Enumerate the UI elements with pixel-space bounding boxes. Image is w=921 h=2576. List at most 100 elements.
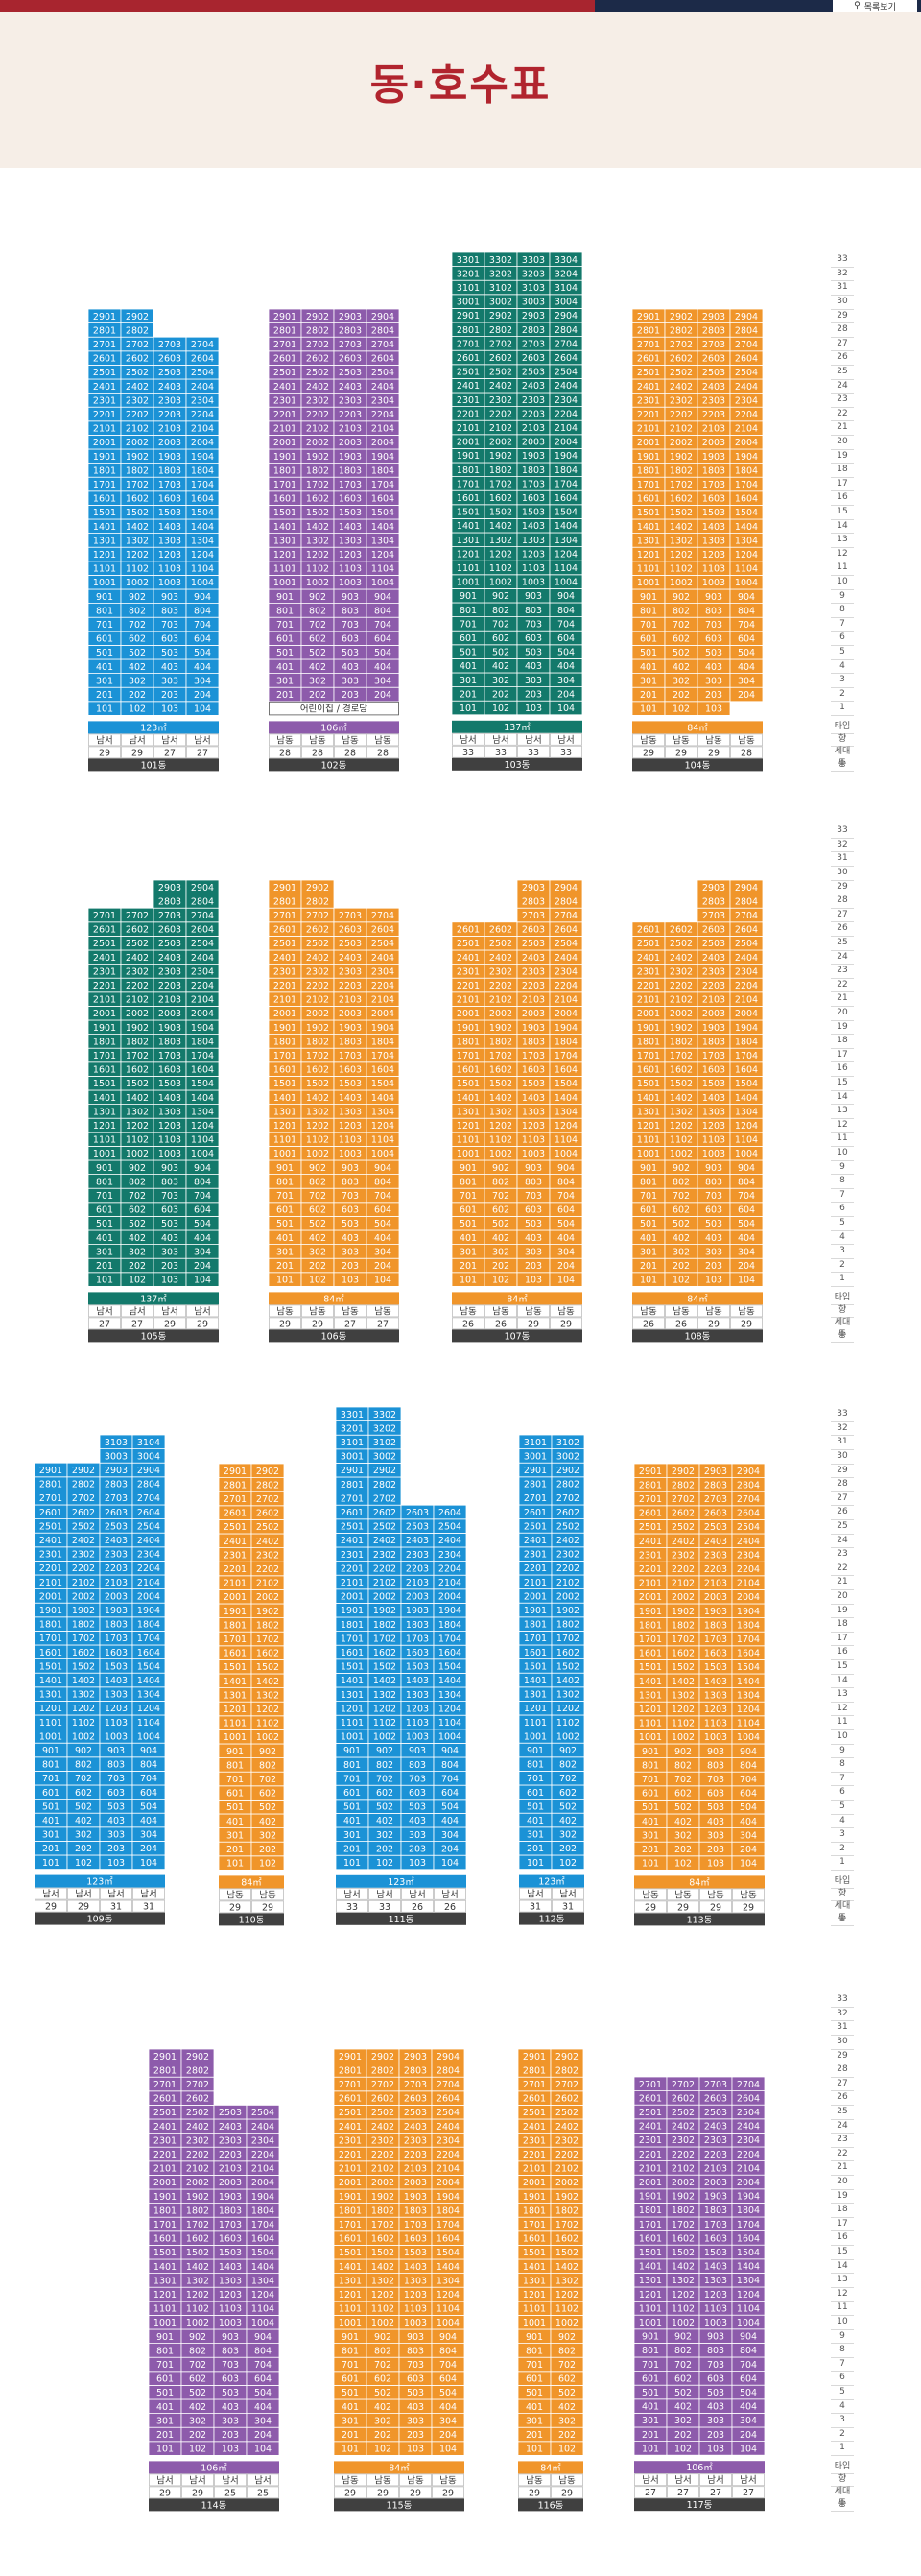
unit-number: 2602: [126, 924, 149, 935]
unit-number: 301: [342, 2416, 359, 2426]
unit-number: 702: [492, 620, 509, 631]
unit-number: 501: [526, 2388, 543, 2398]
floor-number: 28: [831, 322, 854, 338]
direction-value: 남서: [194, 1306, 210, 1317]
unit-number: 2901: [639, 1466, 662, 1476]
unit-number: 1703: [702, 480, 725, 490]
unit-number: 3004: [555, 298, 578, 308]
unit-number: 1003: [404, 2318, 427, 2328]
unit-number: 1104: [191, 1134, 214, 1145]
unit-number: 1604: [371, 1064, 394, 1075]
unit-number: 1901: [273, 1022, 296, 1033]
unit-number: 2501: [224, 1522, 247, 1533]
unit-number: 2203: [404, 2150, 427, 2160]
unit-cell: [549, 252, 582, 268]
unit-number: 901: [526, 2331, 543, 2342]
unit-number: 701: [42, 1775, 59, 1785]
floor-number: 13: [831, 1104, 854, 1119]
unit-type: 84㎡: [687, 723, 708, 733]
unit-number: 2002: [306, 1009, 329, 1019]
unit-number: 404: [738, 661, 755, 672]
direction-value: 남동: [342, 1306, 359, 1317]
unit-number: 802: [309, 1177, 326, 1187]
unit-number: 2402: [672, 1536, 695, 1546]
unit-number: 1503: [522, 508, 545, 518]
unit-number: 603: [705, 1205, 722, 1215]
unit-number: 1401: [273, 521, 296, 532]
unit-number: 2004: [737, 2178, 760, 2188]
direction-value: 남서: [129, 1306, 145, 1317]
unit-number: 2504: [555, 939, 578, 949]
unit-number: 2102: [672, 1578, 695, 1588]
unit-number: 1602: [371, 2233, 394, 2244]
unit-number: 2504: [737, 1522, 760, 1533]
household-count: 25: [224, 2488, 236, 2498]
floor-number: 33: [831, 252, 854, 268]
unit-number: 1002: [126, 1149, 149, 1159]
unit-number: 103: [409, 1858, 426, 1869]
unit-number: 2402: [126, 952, 149, 963]
unit-number: 1404: [555, 1092, 578, 1103]
unit-type: 106㎡: [686, 2463, 713, 2473]
unit-number: 3301: [457, 255, 480, 266]
unit-number: 2704: [437, 2080, 460, 2090]
unit-number: 1803: [404, 2206, 427, 2216]
unit-number: 1602: [489, 493, 512, 504]
type-bar: [88, 1291, 219, 1304]
unit-number: 503: [705, 648, 722, 658]
unit-number: 2503: [522, 368, 545, 378]
unit-number: 203: [525, 690, 542, 701]
unit-number: 2603: [702, 924, 725, 935]
floor-number: 28: [831, 894, 854, 909]
unit-number: 2002: [373, 1592, 396, 1603]
unit-number: 2604: [735, 924, 758, 935]
unit-number: 104: [740, 1858, 757, 1869]
unit-number: 503: [525, 1219, 542, 1229]
unit-number: 1502: [306, 508, 329, 518]
unit-number: 1302: [306, 1107, 329, 1117]
unit-number: 603: [409, 1788, 426, 1799]
unit-number: 2804: [735, 325, 758, 336]
unit-number: 2701: [639, 2080, 662, 2090]
unit-number: 101: [42, 1858, 59, 1869]
floor-number: 25: [831, 2105, 854, 2120]
direction-value: 남동: [226, 1890, 244, 1900]
unit-number: 1103: [704, 1718, 727, 1729]
unit-number: 802: [374, 2346, 391, 2356]
legend-direction: 향: [831, 1888, 854, 1901]
unit-number: 2901: [637, 311, 660, 322]
unit-number: 1003: [406, 1732, 429, 1743]
unit-number: 504: [441, 1802, 459, 1813]
unit-number: 1604: [137, 1648, 160, 1658]
floor-number: 32: [831, 2007, 854, 2022]
unit-number: 1201: [154, 2290, 177, 2301]
direction-value: 남서: [42, 1890, 59, 1900]
unit-number: 502: [376, 1802, 393, 1813]
unit-number: 103: [342, 1275, 359, 1285]
floor-number: 15: [831, 1076, 854, 1091]
unit-number: 2402: [672, 2121, 695, 2132]
unit-number: 802: [492, 606, 509, 616]
unit-number: 1001: [39, 1732, 62, 1743]
direction-value: 남동: [673, 735, 690, 746]
unit-number: 2204: [735, 981, 758, 991]
unit-number: 2601: [637, 924, 660, 935]
top-bar-red: [0, 0, 595, 12]
building-name: 107동: [505, 1331, 531, 1342]
unit-number: 2602: [672, 1508, 695, 1518]
unit-number: 2503: [105, 1522, 128, 1533]
unit-number: 1801: [457, 465, 480, 476]
list-button[interactable]: ⚲ 목록보기: [833, 0, 917, 12]
unit-number: 102: [492, 1275, 509, 1285]
unit-number: 1903: [339, 451, 362, 462]
unit-number: 701: [96, 1191, 113, 1202]
unit-number: 2502: [373, 1522, 396, 1533]
unit-number: 1103: [702, 563, 725, 574]
unit-number: 1001: [457, 578, 480, 588]
unit-number: 2404: [137, 1536, 160, 1546]
unit-number: 2002: [556, 1592, 579, 1603]
unit-number: 704: [441, 1775, 459, 1785]
unit-number: 2702: [72, 1494, 95, 1505]
unit-number: 1504: [555, 1079, 578, 1089]
unit-number: 2801: [273, 325, 296, 336]
